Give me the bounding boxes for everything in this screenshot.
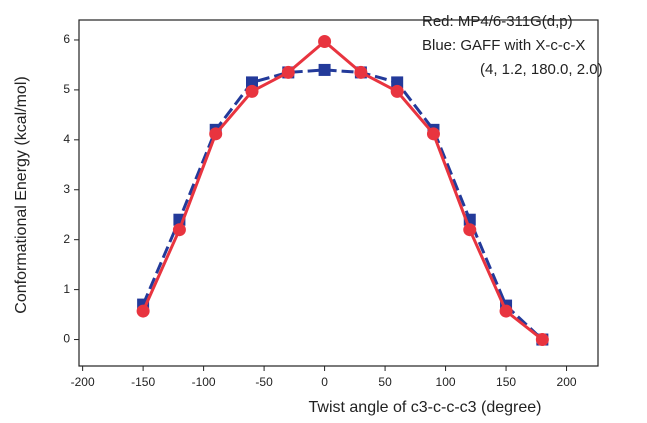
marker xyxy=(499,304,513,318)
y-tick-label: 3 xyxy=(63,182,70,196)
x-tick-label: 0 xyxy=(321,375,328,389)
series-line xyxy=(141,68,544,341)
x-axis-label: Twist angle of c3-c-c-c3 (degree) xyxy=(309,399,542,416)
x-tick-label: -50 xyxy=(255,375,273,389)
marker xyxy=(245,84,259,98)
y-tick-label: 5 xyxy=(63,82,70,96)
x-tick-label: 200 xyxy=(557,375,577,389)
y-tick-label: 6 xyxy=(63,32,70,46)
marker xyxy=(390,84,404,98)
marker xyxy=(318,63,331,76)
marker xyxy=(281,65,295,79)
marker xyxy=(136,304,150,318)
marker xyxy=(426,127,440,141)
y-axis-label: Conformational Energy (kcal/mol) xyxy=(13,76,30,313)
series-line xyxy=(141,39,544,341)
marker xyxy=(463,223,477,237)
marker xyxy=(172,223,186,237)
y-tick-label: 1 xyxy=(63,282,70,296)
marker xyxy=(535,333,549,347)
y-tick-label: 4 xyxy=(63,132,70,146)
annotation: (4, 1.2, 180.0, 2.0) xyxy=(480,61,603,78)
marker xyxy=(318,34,332,48)
x-tick-label: -100 xyxy=(192,375,216,389)
annotation: Red: MP4/6-311G(d,p) xyxy=(422,13,573,30)
y-tick-label: 2 xyxy=(63,232,70,246)
y-tick-label: 0 xyxy=(63,332,70,346)
annotation: Blue: GAFF with X-c-c-X xyxy=(422,37,585,54)
marker xyxy=(246,76,258,89)
plot-frame xyxy=(78,19,599,367)
x-tick-label: -150 xyxy=(131,375,155,389)
x-tick-label: 100 xyxy=(436,375,456,389)
marker xyxy=(391,76,404,89)
marker xyxy=(209,127,223,141)
x-tick-label: 50 xyxy=(378,375,392,389)
x-tick-label: -200 xyxy=(71,375,95,389)
x-tick-label: 150 xyxy=(496,375,516,389)
marker xyxy=(354,65,368,79)
